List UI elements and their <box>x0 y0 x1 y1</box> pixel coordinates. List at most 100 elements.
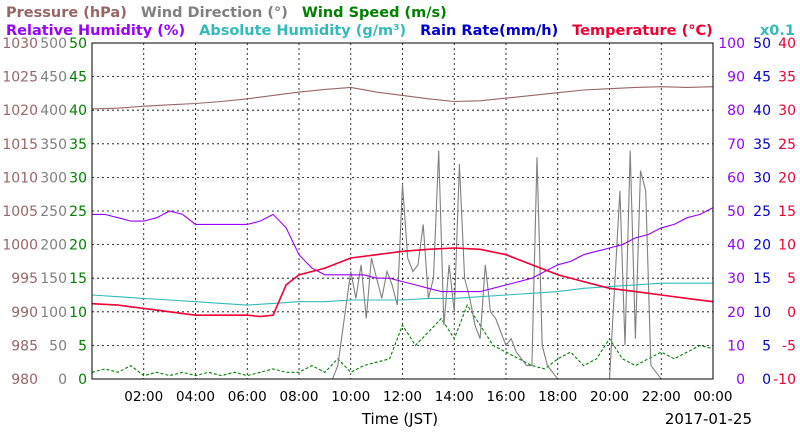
series-line-pressure <box>91 86 714 110</box>
x-tick-label: 16:00 <box>487 389 526 405</box>
x-tick-label: 14:00 <box>435 389 474 405</box>
y-tick-label-pressure: 1025 <box>2 70 38 86</box>
y-tick-label-pressure: 980 <box>11 372 38 388</box>
y-tick-label-wind_speed: 50 <box>69 36 87 52</box>
y-tick-label-wind_dir: 150 <box>40 271 67 287</box>
y-tick-label-wind_dir: 350 <box>40 137 67 153</box>
y-tick-label-wind_dir: 400 <box>40 103 67 119</box>
y-tick-label-wind_speed: 45 <box>69 70 87 86</box>
legend-entry-ah: Absolute Humidity (g/m³) <box>199 23 406 39</box>
series-lines <box>91 86 714 380</box>
y-tick-label-rain: 0 <box>762 372 771 388</box>
y-tick-label-wind_dir: 450 <box>40 70 67 86</box>
legend-entry-temp: Temperature (°C) <box>572 23 713 39</box>
series-line-rh <box>92 207 714 293</box>
legend-entry-wind_dir: Wind Direction (°) <box>141 5 288 21</box>
y-tick-label-rain: 35 <box>753 137 771 153</box>
y-tick-label-wind_dir: 250 <box>40 204 67 220</box>
y-tick-label-wind_dir: 0 <box>58 372 67 388</box>
y-tick-label-pressure: 985 <box>11 338 38 354</box>
date-label: 2017-01-25 <box>665 410 752 428</box>
y-tick-label-rain: 45 <box>753 70 771 86</box>
x-tick-label: 12:00 <box>383 389 422 405</box>
y-tick-label-wind_speed: 5 <box>78 338 87 354</box>
y-tick-label-rain: 15 <box>753 271 771 287</box>
y-tick-label-rh: 50 <box>727 204 745 220</box>
y-tick-label-wind_speed: 40 <box>69 103 87 119</box>
y-tick-label-temp: 35 <box>778 70 796 86</box>
legend-entry-wind_speed: Wind Speed (m/s) <box>302 5 447 21</box>
x-tick-label: 22:00 <box>642 389 681 405</box>
x-tick-label: 10:00 <box>331 389 370 405</box>
x-tick-label: 20:00 <box>590 389 629 405</box>
y-tick-label-rh: 60 <box>727 170 745 186</box>
y-tick-label-pressure: 1010 <box>2 170 38 186</box>
y-tick-label-temp: 15 <box>778 204 796 220</box>
series-line-temp <box>91 247 714 318</box>
legend-entry-rain: Rain Rate(mm/h) <box>420 23 558 39</box>
grid-lines <box>92 43 713 379</box>
x-tick-label: 18:00 <box>538 389 577 405</box>
y-tick-label-rh: 100 <box>718 36 745 52</box>
y-tick-label-wind_speed: 35 <box>69 137 87 153</box>
y-tick-label-wind_dir: 100 <box>40 305 67 321</box>
y-tick-label-wind_speed: 10 <box>69 305 87 321</box>
y-tick-label-pressure: 1030 <box>2 36 38 52</box>
y-tick-label-rh: 70 <box>727 137 745 153</box>
y-tick-label-wind_speed: 25 <box>69 204 87 220</box>
y-tick-label-temp: 30 <box>778 103 796 119</box>
x-tick-label: 02:00 <box>124 389 163 405</box>
y-tick-label-rh: 20 <box>727 305 745 321</box>
legend-ah-scale-note: x0.1 <box>760 23 795 39</box>
y-tick-label-rh: 80 <box>727 103 745 119</box>
plot-frame <box>91 42 714 380</box>
y-tick-label-temp: 5 <box>787 271 796 287</box>
y-tick-label-rh: 40 <box>727 238 745 254</box>
y-tick-label-rh: 30 <box>727 271 745 287</box>
x-tick-label: 04:00 <box>176 389 215 405</box>
y-tick-label-temp: 40 <box>778 36 796 52</box>
y-tick-label-temp: -10 <box>773 372 796 388</box>
legend-entry-rh: Relative Humidity (%) <box>6 23 185 39</box>
y-tick-label-pressure: 1000 <box>2 238 38 254</box>
series-line-ah <box>91 282 713 306</box>
y-tick-label-rh: 0 <box>736 372 745 388</box>
y-tick-label-rain: 5 <box>762 338 771 354</box>
x-axis-label: Time (JST) <box>361 410 438 428</box>
y-tick-label-rain: 10 <box>753 305 771 321</box>
y-tick-label-wind_speed: 30 <box>69 170 87 186</box>
y-tick-label-wind_dir: 300 <box>40 170 67 186</box>
legend-row-1: Pressure (hPa) Wind Direction (°) Wind Spe… <box>6 5 447 21</box>
y-tick-label-rain: 30 <box>753 170 771 186</box>
y-tick-label-pressure: 995 <box>11 271 38 287</box>
y-tick-label-wind_dir: 50 <box>49 338 67 354</box>
y-tick-label-temp: -5 <box>782 338 796 354</box>
y-tick-label-rain: 40 <box>753 103 771 119</box>
legend-row-2: Relative Humidity (%) Absolute Humidity (… <box>6 23 795 39</box>
y-tick-label-temp: 20 <box>778 170 796 186</box>
y-tick-label-pressure: 1020 <box>2 103 38 119</box>
y-tick-label-pressure: 990 <box>11 305 38 321</box>
tick-labels: 9809859909951000100510101015102010251030… <box>2 36 796 405</box>
y-tick-label-temp: 0 <box>787 305 796 321</box>
y-tick-label-wind_speed: 0 <box>78 372 87 388</box>
y-tick-label-temp: 25 <box>778 137 796 153</box>
legend-entry-pressure: Pressure (hPa) <box>6 5 127 21</box>
y-tick-label-wind_dir: 200 <box>40 238 67 254</box>
y-tick-label-pressure: 1015 <box>2 137 38 153</box>
y-tick-label-wind_speed: 20 <box>69 238 87 254</box>
series-line-wind_speed <box>91 303 714 377</box>
y-tick-label-rain: 20 <box>753 238 771 254</box>
x-tick-label: 08:00 <box>280 389 319 405</box>
y-tick-label-rain: 25 <box>753 204 771 220</box>
x-tick-label: 06:00 <box>228 389 267 405</box>
y-tick-label-wind_dir: 500 <box>40 36 67 52</box>
y-tick-label-rh: 10 <box>727 338 745 354</box>
y-tick-label-pressure: 1005 <box>2 204 38 220</box>
y-tick-label-wind_speed: 15 <box>69 271 87 287</box>
series-line-wind_dir <box>92 150 713 380</box>
y-tick-label-temp: 10 <box>778 238 796 254</box>
y-tick-label-rh: 90 <box>727 70 745 86</box>
y-tick-label-rain: 50 <box>753 36 771 52</box>
